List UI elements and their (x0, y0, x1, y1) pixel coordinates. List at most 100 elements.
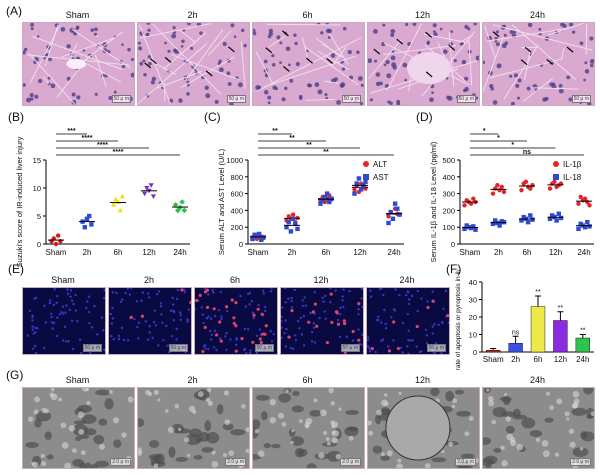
x-tick-label: 6h (322, 248, 331, 257)
dapi-nucleus (219, 290, 223, 294)
data-point (256, 231, 262, 237)
dapi-nucleus (415, 345, 418, 348)
nucleus (285, 46, 291, 52)
dapi-nucleus (380, 288, 383, 290)
dapi-nucleus (312, 326, 316, 329)
nucleus (382, 23, 386, 27)
data-point (89, 222, 94, 227)
vacuole (381, 452, 385, 457)
vacuole (80, 450, 86, 456)
vacuole (257, 450, 265, 458)
nucleus (324, 93, 328, 97)
organelle (35, 410, 52, 422)
nucleus (69, 27, 75, 33)
vacuole (396, 463, 403, 468)
nucleus (199, 31, 203, 35)
nucleus (583, 78, 586, 82)
dapi-nucleus (68, 308, 71, 312)
dapi-nucleus (176, 288, 180, 292)
dapi-nucleus (291, 347, 295, 351)
nucleus (325, 23, 329, 25)
sinusoid (171, 54, 239, 81)
nucleus (390, 33, 395, 38)
dapi-nucleus (96, 333, 99, 336)
dapi-nucleus (50, 315, 53, 319)
bar (530, 306, 546, 353)
data-point (462, 203, 467, 208)
dapi-nucleus (442, 307, 445, 311)
sinusoid (503, 44, 539, 100)
data-point (290, 212, 296, 217)
dapi-nucleus (201, 313, 205, 316)
vacuole (535, 437, 541, 442)
legend-label: AST (373, 173, 389, 182)
organelle (583, 388, 594, 395)
dapi-nucleus (186, 318, 189, 321)
sinusoid (317, 50, 349, 71)
y-tick-label: 200 (442, 206, 455, 215)
dapi-nucleus (312, 322, 316, 325)
dapi-nucleus (360, 333, 363, 336)
nucleus (145, 33, 149, 37)
dapi-nucleus (313, 341, 317, 344)
sinusoid (585, 23, 588, 55)
dapi-nucleus (329, 300, 332, 304)
arrow-marker (546, 59, 554, 65)
vacuole (332, 430, 340, 437)
nucleus (584, 69, 590, 74)
dapi-nucleus (160, 313, 163, 316)
nucleus (501, 43, 507, 49)
dapi-nucleus (148, 331, 151, 334)
dapi-nucleus (52, 303, 56, 307)
vacuole (207, 388, 212, 393)
nucleus (147, 28, 151, 32)
arrow-marker (492, 31, 500, 38)
dapi-nucleus (361, 305, 363, 309)
panel-label-a: (A) (6, 4, 22, 18)
dapi-nucleus (235, 337, 238, 340)
dapi-nucleus (348, 289, 351, 293)
dapi-nucleus (269, 290, 273, 293)
nucleus (375, 81, 381, 87)
nucleus (30, 27, 34, 31)
dapi-nucleus (161, 321, 164, 324)
organelle (83, 428, 97, 436)
nucleus (138, 41, 141, 45)
dapi-nucleus (390, 316, 393, 319)
vacuole (448, 441, 454, 447)
dapi-nucleus (440, 352, 443, 354)
dapi-nucleus (202, 345, 206, 348)
vacuole (61, 441, 69, 449)
dapi-nucleus (261, 289, 265, 293)
tunel-positive-cell (232, 321, 236, 325)
nucleus (204, 85, 209, 90)
sinusoid (95, 35, 99, 38)
data-point (327, 199, 332, 205)
scale-bar: 2.0 μ m (225, 458, 246, 466)
nucleus (404, 78, 408, 82)
dapi-nucleus (200, 306, 204, 309)
vacuole (305, 424, 310, 429)
dapi-nucleus (32, 332, 35, 335)
dapi-nucleus (66, 292, 70, 296)
tunel-positive-cell (335, 311, 339, 315)
organelle (294, 447, 304, 458)
y-tick-label: 300 (442, 190, 455, 199)
y-tick-label: 800 (230, 173, 243, 182)
organelle (84, 462, 92, 468)
sinusoid (266, 23, 341, 26)
tunel-positive-cell (232, 316, 236, 320)
vacuole (313, 398, 318, 403)
dapi-nucleus (367, 336, 370, 339)
dapi-nucleus (111, 291, 114, 294)
micrograph-image: 50 μ m (194, 287, 278, 355)
dapi-nucleus (309, 311, 312, 315)
data-point (111, 202, 117, 207)
dapi-nucleus (71, 347, 75, 351)
dapi-nucleus (147, 292, 150, 295)
micrograph-image: 2.0 μ m (252, 387, 365, 469)
vacuole (32, 461, 39, 468)
dapi-nucleus (255, 351, 259, 354)
dapi-nucleus (204, 288, 207, 290)
sinusoid (492, 24, 593, 51)
